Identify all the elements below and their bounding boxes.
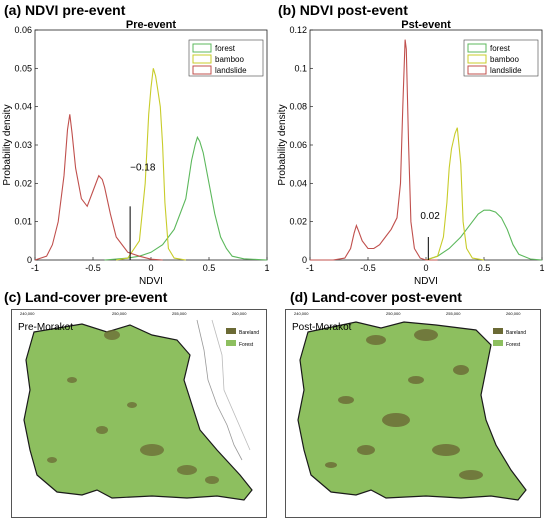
y-tick-label: 0.03 [14,140,32,150]
post-map-graphic: Bareland Forest Post-Morakot 240,000 250… [286,310,540,517]
pre-legend-forest: Forest [239,342,254,348]
post-top-tick-3: 255,000 [446,311,461,316]
threshold-annotation: −0.18 [130,162,156,173]
legend-label-landslide: landslide [215,66,247,75]
pre-legend-bareland: Bareland [239,330,259,336]
x-tick-label: -1 [306,263,314,273]
x-tick-label: 1 [539,263,544,273]
series-landslide-line [310,39,438,261]
y-tick-label: 0 [27,255,32,265]
y-tick-label: 0.02 [14,178,32,188]
land-cover-pre-map: Bareland Forest Pre-Morakot 240,000 250,… [11,309,267,518]
panel-b-title: (b) NDVI post-event [278,2,408,18]
post-legend-forest: Forest [506,342,521,348]
x-tick-label: -0.5 [85,263,101,273]
pre-map-label: Pre-Morakot [18,322,73,333]
legend-swatch-forest [467,43,487,53]
legend-swatch-landslide [192,65,212,75]
series-forest-line [104,135,268,261]
y-axis-label: Probability density [2,104,13,185]
chart-title: Pst-event [401,19,451,31]
land-cover-post-map: Bareland Forest Post-Morakot 240,000 250… [285,309,541,518]
pre-top-tick-1: 240,000 [20,311,35,316]
series-bamboo-line [425,127,485,261]
pre-top-tick-4: 260,000 [232,311,247,316]
series-bamboo-line [116,68,186,261]
post-map-label: Post-Morakot [292,322,352,333]
post-forest-area [297,321,527,501]
y-tick-label: 0.02 [289,217,307,227]
series-landslide-line [34,114,163,261]
pre-forest-area [23,323,253,501]
legend-label-bamboo: bamboo [490,55,519,64]
x-axis-label: NDVI [139,276,163,286]
x-tick-label: 0 [148,263,153,273]
legend-swatch-landslide [467,65,487,75]
x-tick-label: 1 [264,263,269,273]
y-tick-label: 0.04 [14,102,32,112]
x-tick-label: -0.5 [360,263,376,273]
x-tick-label: -1 [31,263,39,273]
panel-a-title: (a) NDVI pre-event [4,2,126,18]
legend-swatch-bamboo [467,54,487,64]
post-top-tick-4: 260,000 [506,311,521,316]
y-tick-label: 0.08 [289,102,307,112]
post-top-tick-1: 240,000 [294,311,309,316]
legend-label-forest: forest [215,44,236,53]
panel-c-title: (c) Land-cover pre-event [4,289,168,305]
legend-swatch-forest [192,43,212,53]
chart-title: Pre-event [126,19,176,31]
x-axis-label: NDVI [414,276,438,286]
y-axis-label: Probability density [277,104,288,185]
panel-d-title: (d) Land-cover post-event [290,289,462,305]
y-tick-label: 0 [302,255,307,265]
legend-swatch-bamboo [192,54,212,64]
pre-top-tick-2: 250,000 [112,311,127,316]
y-tick-label: 0.01 [14,217,32,227]
y-tick-label: 0.12 [289,25,307,35]
y-tick-label: 0.1 [294,63,307,73]
series-forest-line [425,209,543,261]
y-tick-label: 0.05 [14,63,32,73]
y-tick-label: 0.06 [289,140,307,150]
pre-top-tick-3: 255,000 [172,311,187,316]
y-tick-label: 0.06 [14,25,32,35]
ndvi-pre-event-chart: Pre-event -1 -0.5 0 0.5 1 0 0.01 0.02 0.03 0.04 0.0… [2,19,270,286]
pre-map-graphic: Bareland Forest Pre-Morakot 240,000 250,… [12,310,266,517]
x-tick-label: 0.5 [203,263,216,273]
legend-label-landslide: landslide [490,66,522,75]
ndvi-post-event-chart: Pst-event -1 -0.5 0 0.5 1 0 0.02 0.04 0.06 0.08 0.1… [277,19,545,286]
threshold-annotation: 0.02 [420,211,440,222]
post-top-tick-2: 250,000 [386,311,401,316]
legend-label-forest: forest [490,44,511,53]
legend-label-bamboo: bamboo [215,55,244,64]
x-tick-label: 0 [423,263,428,273]
post-legend-bareland: Bareland [506,330,526,336]
y-tick-label: 0.04 [289,178,307,188]
x-tick-label: 0.5 [478,263,491,273]
